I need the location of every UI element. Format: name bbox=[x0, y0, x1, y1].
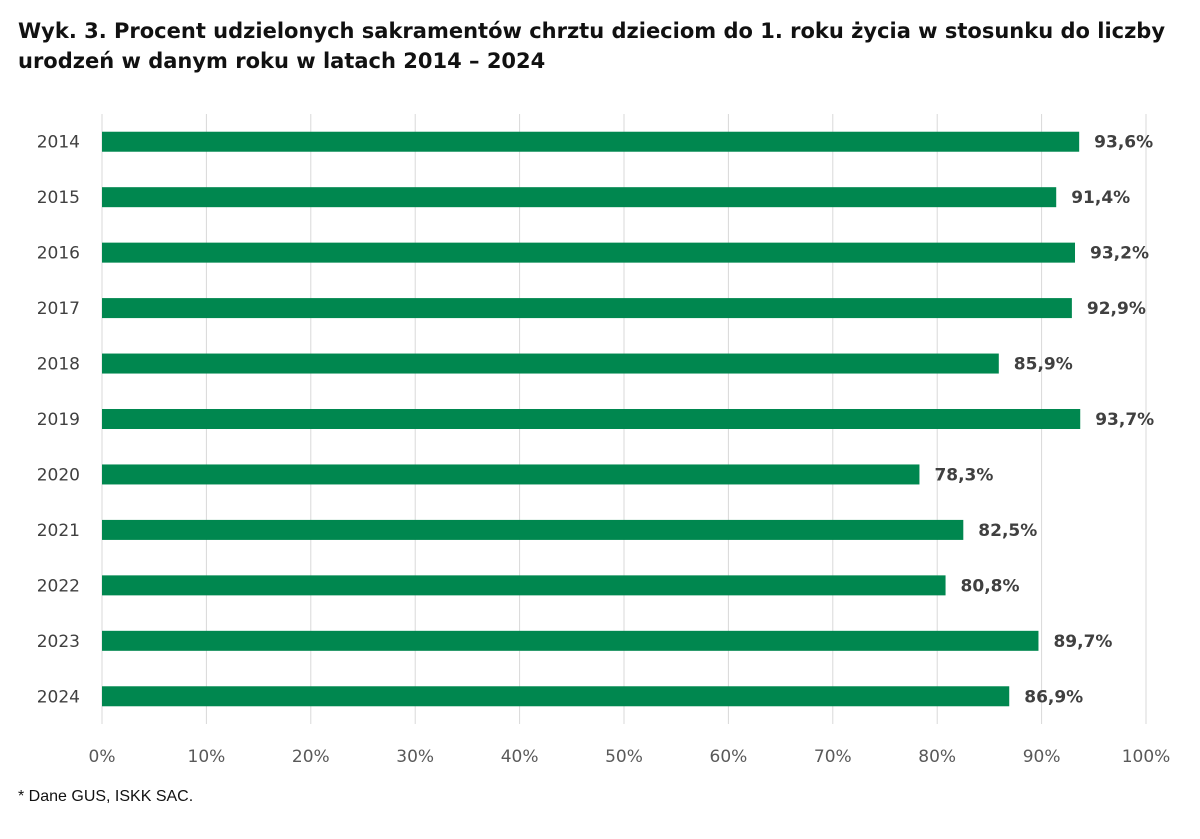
bar-2018 bbox=[102, 353, 999, 374]
data-label-2023: 89,7% bbox=[1053, 632, 1112, 652]
bar-2014 bbox=[102, 131, 1080, 152]
data-label-2017: 92,9% bbox=[1087, 299, 1146, 319]
bar-2020 bbox=[102, 464, 920, 485]
source-footnote: * Dane GUS, ISKK SAC. bbox=[18, 788, 194, 805]
bar-2023 bbox=[102, 630, 1039, 651]
data-labels: 93,6% 91,4% 93,2% 92,9% 85,9% 93,7% 78,3% 82,5%… bbox=[934, 133, 1154, 708]
bar-2019 bbox=[102, 409, 1081, 429]
bars bbox=[102, 131, 1081, 707]
data-label-2015: 91,4% bbox=[1071, 188, 1130, 208]
x-tick-label: 20% bbox=[292, 747, 330, 767]
data-label-2018: 85,9% bbox=[1014, 355, 1073, 375]
x-tick-label: 70% bbox=[814, 747, 852, 767]
x-tick-label: 10% bbox=[188, 747, 226, 767]
x-tick-label: 50% bbox=[605, 747, 643, 767]
x-tick-label: 30% bbox=[396, 747, 434, 767]
x-tick-label: 60% bbox=[710, 747, 748, 767]
x-tick-label: 80% bbox=[918, 747, 956, 767]
x-tick-label: 100% bbox=[1122, 747, 1171, 767]
bar-2016 bbox=[102, 242, 1076, 263]
y-category-label: 2022 bbox=[37, 576, 80, 596]
data-label-2019: 93,7% bbox=[1095, 410, 1154, 430]
chart-title: Wyk. 3. Procent udzielonych sakramentów … bbox=[18, 19, 1166, 73]
bar-2015 bbox=[102, 187, 1057, 208]
x-tick-label: 0% bbox=[89, 747, 116, 767]
y-category-label: 2023 bbox=[37, 632, 80, 652]
bar-2024 bbox=[102, 686, 1010, 707]
y-category-label: 2018 bbox=[37, 355, 80, 375]
y-category-label: 2019 bbox=[37, 410, 80, 430]
y-category-label: 2017 bbox=[37, 299, 80, 319]
x-tick-label: 90% bbox=[1023, 747, 1061, 767]
category-axis: 2014 2015 2016 2017 2018 2019 2020 2021 2022 2023… bbox=[37, 133, 80, 708]
y-category-label: 2024 bbox=[37, 687, 80, 707]
bar-2022 bbox=[102, 575, 946, 596]
data-label-2022: 80,8% bbox=[961, 576, 1020, 596]
data-label-2014: 93,6% bbox=[1094, 133, 1153, 153]
data-label-2020: 78,3% bbox=[934, 465, 993, 485]
data-label-2021: 82,5% bbox=[978, 521, 1037, 541]
y-category-label: 2015 bbox=[37, 188, 80, 208]
data-label-2016: 93,2% bbox=[1090, 244, 1149, 264]
y-category-label: 2020 bbox=[37, 465, 80, 485]
y-category-label: 2014 bbox=[37, 133, 80, 153]
bar-2021 bbox=[102, 519, 964, 540]
value-axis: 0% 10% 20% 30% 40% 50% 60% 70% 80% 90% 100% bbox=[89, 747, 1171, 767]
bar-2017 bbox=[102, 298, 1072, 319]
y-category-label: 2016 bbox=[37, 244, 80, 264]
x-tick-label: 40% bbox=[501, 747, 539, 767]
data-label-2024: 86,9% bbox=[1024, 687, 1083, 707]
y-category-label: 2021 bbox=[37, 521, 80, 541]
